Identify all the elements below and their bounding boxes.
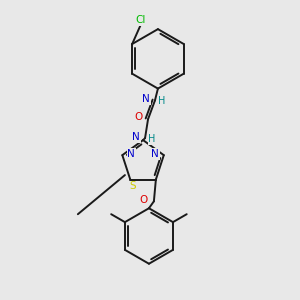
- Text: N: N: [128, 149, 135, 159]
- Text: H: H: [158, 97, 166, 106]
- Text: O: O: [140, 195, 148, 205]
- Text: Cl: Cl: [135, 15, 145, 25]
- Text: O: O: [134, 112, 142, 122]
- Text: N: N: [132, 132, 140, 142]
- Text: N: N: [142, 94, 150, 104]
- Text: S: S: [129, 182, 136, 191]
- Text: H: H: [148, 134, 156, 144]
- Text: N: N: [151, 149, 159, 159]
